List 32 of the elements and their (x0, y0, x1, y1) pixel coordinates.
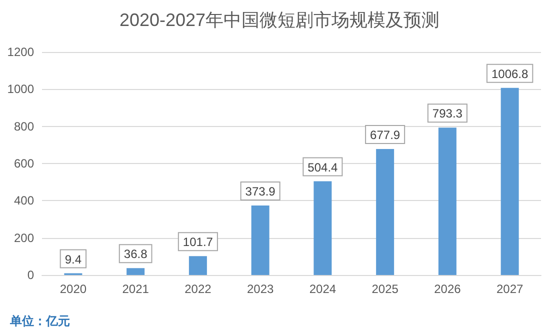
bar (500, 88, 519, 275)
bar (188, 256, 207, 275)
bar (438, 128, 456, 275)
chart-title: 2020-2027年中国微短剧市场规模及预测 (119, 10, 440, 30)
x-tick-label: 2026 (434, 282, 462, 296)
data-label: 373.9 (245, 184, 276, 199)
x-tick-label: 2020 (60, 282, 87, 296)
y-tick-label: 1200 (7, 45, 34, 59)
x-tick-label: 2027 (496, 282, 524, 296)
data-label: 677.9 (370, 128, 400, 142)
bar (376, 149, 394, 275)
y-tick-label: 1000 (7, 82, 34, 96)
bar (126, 268, 145, 275)
text: 单位：亿元 (9, 314, 70, 328)
x-tick-label: 2021 (122, 282, 150, 296)
x-tick-label: 2023 (246, 282, 274, 296)
data-label: 1006.8 (491, 66, 528, 81)
data-label: 36.8 (124, 247, 148, 262)
x-tick-label: 2025 (372, 282, 399, 296)
y-tick-label: 0 (27, 268, 34, 282)
y-tick-label: 400 (14, 194, 34, 208)
y-tick-label: 600 (14, 156, 34, 170)
bar (314, 181, 332, 275)
data-label: 9.4 (64, 252, 82, 266)
y-tick-label: 800 (14, 119, 34, 134)
data-label: 793.3 (432, 106, 463, 121)
data-label: 504.4 (308, 160, 338, 174)
bar (251, 206, 270, 275)
y-tick-label: 200 (14, 230, 34, 245)
data-label: 101.7 (182, 235, 214, 250)
x-tick-label: 2022 (184, 282, 212, 296)
x-tick-label: 2024 (309, 282, 336, 296)
